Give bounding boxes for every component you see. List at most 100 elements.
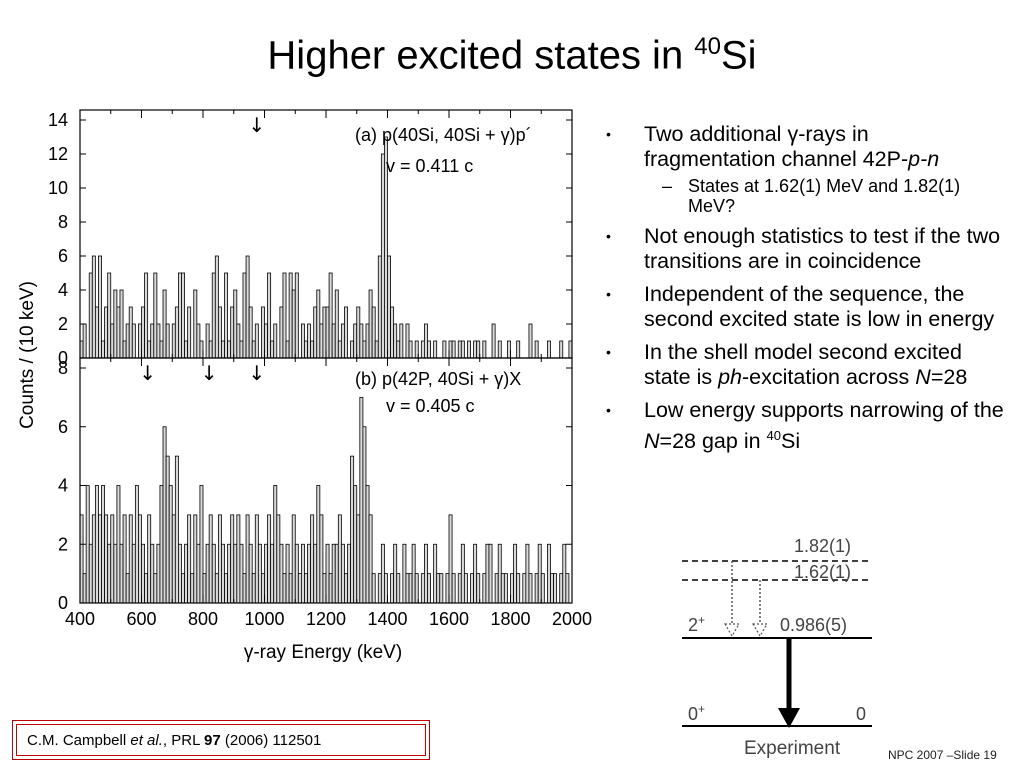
panel-b-bar <box>236 514 241 604</box>
level-162-label: 1.62(1) <box>794 562 851 582</box>
panel-a-bar <box>254 323 259 359</box>
panel-b-bar <box>328 573 333 604</box>
panel-a-bar <box>147 340 152 359</box>
panel-b-bar <box>420 573 425 604</box>
panel-a-ytick-label: 6 <box>58 246 68 266</box>
panel-a-bar <box>104 306 109 359</box>
panel-a-bar <box>304 340 308 359</box>
panel-b-bar <box>402 543 407 604</box>
chart-axes: 0 2 4 6 8 10 12 14 ↓ 0 2 4 6 8 ↓ ↓ ↓ 400 600 800 1000 1200 140… <box>48 109 592 629</box>
panel-a-bar <box>350 340 355 359</box>
panel-a-bar <box>353 323 358 359</box>
bullet-4: • In the shell model second excited state… <box>606 340 968 389</box>
panel-b-bar <box>411 543 416 604</box>
panel-b-bar <box>205 543 210 604</box>
panel-a-bar <box>337 340 342 359</box>
panel-a-bar <box>98 255 102 359</box>
panel-a-bar <box>482 340 487 359</box>
panel-b-bar <box>267 514 272 604</box>
panel-b-bar <box>248 543 253 604</box>
panel-b-bar <box>230 514 235 604</box>
panel-b-bar <box>356 514 361 604</box>
panel-b-bar <box>153 573 158 604</box>
panel-a-bar <box>534 340 539 359</box>
panel-a-bar <box>230 306 235 359</box>
panel-a-bar <box>423 323 428 359</box>
level-scheme-diagram: 1.82(1) 1.62(1) 2+ 0.986(5) 0+ 0 Experim… <box>682 536 872 759</box>
panel-b-bar <box>297 573 302 604</box>
panel-a-bar <box>233 289 238 359</box>
panel-b-velocity: v = 0.405 c <box>386 396 475 416</box>
panel-a-bar <box>387 255 391 359</box>
panel-a-bar <box>433 340 438 359</box>
panel-a-bar <box>399 323 404 359</box>
panel-b-bar <box>199 485 204 604</box>
panel-b-ytick-label: 6 <box>58 417 68 437</box>
panel-b-bar <box>390 573 395 604</box>
panel-b-bar <box>147 514 152 604</box>
panel-b-bar <box>371 573 376 604</box>
panel-b-bar <box>239 543 244 604</box>
x-tick-label: 1000 <box>244 609 284 629</box>
panel-a-bar <box>451 340 456 359</box>
panel-a-bar <box>267 272 272 359</box>
panel-a-ytick-label: 10 <box>48 178 68 198</box>
panel-b-bar <box>377 573 382 604</box>
panel-b-bar <box>316 485 321 604</box>
panel-b-bar <box>300 543 305 604</box>
panel-b-bar <box>359 396 364 604</box>
panel-b-bar <box>196 543 201 604</box>
panel-b-bar <box>159 485 164 604</box>
transition-162-arrowhead <box>751 623 769 638</box>
panel-b-bar <box>439 573 444 604</box>
panel-a-bar <box>285 340 290 359</box>
panel-a-bar <box>528 323 533 359</box>
panel-a-bar <box>559 340 564 359</box>
panel-b-bar <box>88 543 93 604</box>
panel-b-bar <box>171 514 176 604</box>
panel-a-bar <box>328 272 333 359</box>
panel-a-bar <box>405 323 410 359</box>
panel-a-bar <box>94 306 99 359</box>
panel-b-bar <box>540 573 545 604</box>
panel-b-bar <box>245 514 250 604</box>
panel-b-bar <box>310 514 315 604</box>
panel-b-bar <box>380 543 385 604</box>
panel-b-bar <box>162 426 167 604</box>
panel-b-bar <box>344 573 348 604</box>
panel-a-bar <box>177 272 182 359</box>
panel-b-bar <box>460 543 465 604</box>
panel-b-peak-arrow: ↓ <box>248 361 265 385</box>
panel-b-bar <box>177 543 182 604</box>
panel-b-bar <box>414 573 419 604</box>
panel-a-bar <box>279 306 284 359</box>
panel-a-bar <box>442 340 447 359</box>
panel-a-bar <box>162 289 167 359</box>
panel-b-bar <box>217 514 222 604</box>
panel-a-bar <box>174 306 179 359</box>
panel-b-bar <box>319 514 324 604</box>
panel-b-bar <box>150 543 155 604</box>
panel-b-bar <box>190 573 195 604</box>
panel-b-bar <box>107 543 112 604</box>
panel-b-bar <box>279 543 284 604</box>
panel-a-ytick-label: 12 <box>48 144 68 164</box>
panel-a-bar <box>251 340 256 359</box>
panel-b <box>79 396 570 604</box>
panel-b-bar <box>522 573 527 604</box>
panel-a-bar <box>362 340 367 359</box>
panel-a-bar <box>396 340 401 359</box>
panel-b-bar <box>565 573 570 604</box>
panel-b-bar <box>457 573 462 604</box>
panel-b-bar <box>138 514 142 604</box>
panel-b-bar <box>193 514 198 604</box>
panel-a-bar <box>193 289 198 359</box>
spin-0plus-label: 0+ <box>688 702 705 724</box>
panel-b-bar <box>233 543 238 604</box>
panel-b-bar <box>408 573 413 604</box>
panel-a-bar <box>300 323 305 359</box>
panel-a-bar <box>371 306 376 359</box>
panel-a-bar <box>101 340 106 359</box>
panel-a-bar <box>116 306 121 359</box>
panel-a-bar <box>122 340 127 359</box>
